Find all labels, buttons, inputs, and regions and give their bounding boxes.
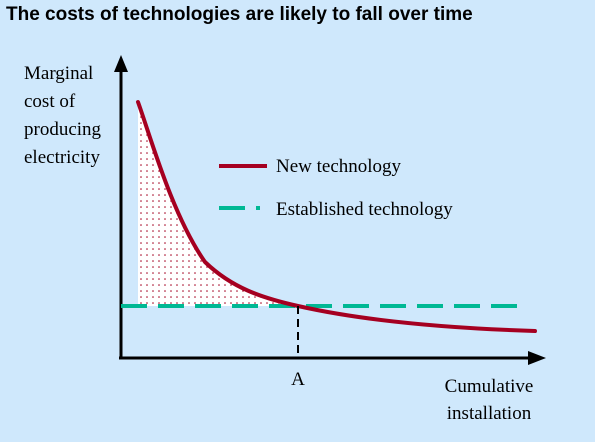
y-axis [114, 55, 128, 359]
crossover-label: A [291, 369, 305, 390]
legend-established-technology-label: Established technology [276, 199, 453, 220]
x-axis [119, 351, 546, 365]
page-title: The costs of technologies are likely to … [6, 4, 473, 25]
legend-new-technology-label: New technology [276, 156, 402, 177]
x-axis-label-line-1: Cumulative [445, 376, 534, 397]
legend: New technology Established technology [219, 156, 453, 220]
y-axis-label-line-3: producing [24, 119, 102, 140]
y-axis-label-line-1: Marginal [24, 63, 93, 84]
new-technology-curve [136, 100, 537, 333]
y-axis-label-line-2: cost of [24, 91, 76, 112]
x-axis-label-line-2: installation [447, 403, 532, 424]
y-axis-arrowhead [114, 55, 128, 72]
cost-difference-area [138, 102, 298, 306]
x-axis-arrowhead [528, 351, 546, 365]
y-axis-label-line-4: electricity [24, 147, 100, 168]
